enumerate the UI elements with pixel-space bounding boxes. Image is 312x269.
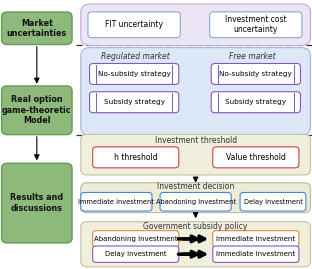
Text: Investment decision: Investment decision [157,182,234,192]
Text: Delay investment: Delay investment [105,251,167,257]
FancyBboxPatch shape [213,246,299,263]
FancyBboxPatch shape [2,163,72,243]
FancyBboxPatch shape [90,92,179,113]
Text: Investment cost
uncertainty: Investment cost uncertainty [225,15,287,34]
FancyBboxPatch shape [81,4,310,45]
Text: Value threshold: Value threshold [226,153,286,162]
Text: Investment threshold: Investment threshold [154,136,237,145]
FancyBboxPatch shape [240,193,306,211]
FancyBboxPatch shape [93,147,179,168]
Text: Government subsidy policy: Government subsidy policy [144,222,248,231]
FancyBboxPatch shape [81,222,310,267]
Text: FIT uncertainty: FIT uncertainty [105,20,163,29]
FancyBboxPatch shape [93,231,179,247]
FancyBboxPatch shape [211,92,300,113]
Text: Immediate investment: Immediate investment [216,251,295,257]
FancyBboxPatch shape [210,12,302,38]
Text: Abandoning investment: Abandoning investment [94,236,178,242]
Text: Abandoning investment: Abandoning investment [156,199,236,205]
FancyBboxPatch shape [81,193,152,211]
Text: Regulated market: Regulated market [101,52,170,61]
Text: Delay investment: Delay investment [244,199,302,205]
FancyBboxPatch shape [213,231,299,247]
Text: Immediate investment: Immediate investment [216,236,295,242]
FancyBboxPatch shape [81,183,310,213]
FancyBboxPatch shape [160,193,231,211]
Text: h threshold: h threshold [114,153,158,162]
Text: Real option
game-theoretic
Model: Real option game-theoretic Model [2,95,71,125]
FancyBboxPatch shape [213,147,299,168]
Text: Results and
discussions: Results and discussions [10,193,63,213]
FancyBboxPatch shape [88,12,180,38]
FancyBboxPatch shape [2,86,72,135]
Text: Market
uncertainties: Market uncertainties [7,19,67,38]
Text: Subsidy strategy: Subsidy strategy [225,99,286,105]
FancyBboxPatch shape [90,63,179,84]
FancyBboxPatch shape [81,134,310,175]
FancyBboxPatch shape [81,48,310,135]
FancyBboxPatch shape [2,12,72,44]
Text: Subsidy strategy: Subsidy strategy [104,99,165,105]
FancyBboxPatch shape [211,63,300,84]
FancyBboxPatch shape [93,246,179,263]
Text: Immediate investment: Immediate investment [78,199,154,205]
Text: Free market: Free market [229,52,276,61]
Text: No-subsidy strategy: No-subsidy strategy [219,71,292,77]
Text: No-subsidy strategy: No-subsidy strategy [98,71,171,77]
